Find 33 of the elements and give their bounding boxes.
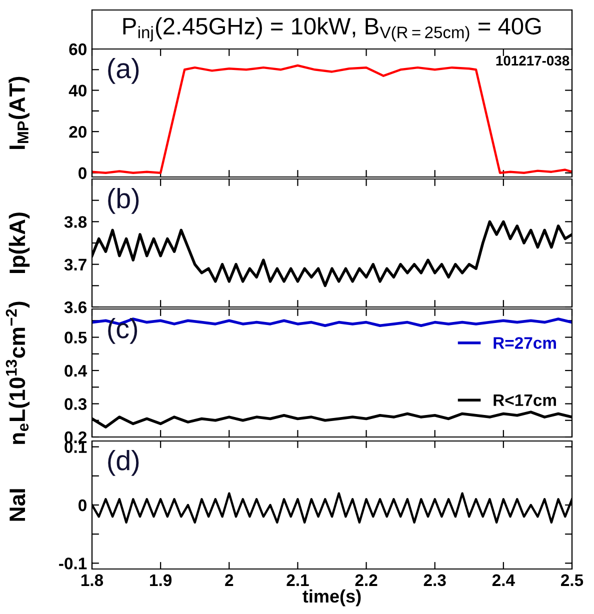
annotation: 101217-038	[496, 56, 570, 66]
annotation: (a)	[108, 58, 139, 84]
y-tick-label: 0.4	[64, 364, 88, 377]
y-tick-label: 60	[69, 43, 86, 56]
x-tick-label: 2.3	[424, 574, 446, 586]
x-tick-label: 2.4	[492, 574, 515, 586]
y-tick-label: 3.6	[64, 301, 87, 314]
x-tick-label: 1.8	[81, 574, 104, 586]
y-axis-title: n$_{e}$L(10$^{13}$cm$^{−2}$)	[6, 302, 30, 444]
y-tick-label: 0	[78, 167, 86, 180]
y-axis-title: I$_{MP}$(AT)	[8, 76, 30, 149]
x-tick-label: 2.2	[355, 574, 378, 586]
y-tick-label: 3.7	[64, 258, 86, 271]
annotation: (b)	[108, 188, 139, 214]
y-tick-label: 0.5	[64, 332, 87, 344]
y-tick-label: 3.8	[64, 216, 87, 228]
y-tick-label: 0	[78, 499, 86, 512]
x-tick-label: 2.5	[560, 574, 584, 586]
x-axis-title: time(s)	[302, 589, 361, 606]
legend-label: R<17cm	[494, 394, 556, 406]
y-axis-title: Ip(kA)	[8, 212, 30, 273]
annotation: (c)	[108, 318, 138, 344]
y-tick-label: 40	[68, 84, 86, 96]
y-tick-label: 0.3	[64, 398, 87, 410]
x-tick-label: 1.9	[150, 574, 172, 586]
y-tick-label: -0.1	[59, 558, 87, 570]
y-tick-label: 20	[69, 126, 86, 138]
annotation: (d)	[108, 450, 139, 476]
legend-label: R=27cm	[494, 337, 556, 349]
y-axis-title: NaI	[10, 489, 26, 521]
x-tick-label: 2	[225, 574, 234, 586]
x-tick-label: 2.1	[286, 574, 309, 586]
chart-title: P$_{inj}$(2.45GHz) = 10kW, B$_{V(R=25cm)}$ = 40G	[123, 17, 541, 42]
